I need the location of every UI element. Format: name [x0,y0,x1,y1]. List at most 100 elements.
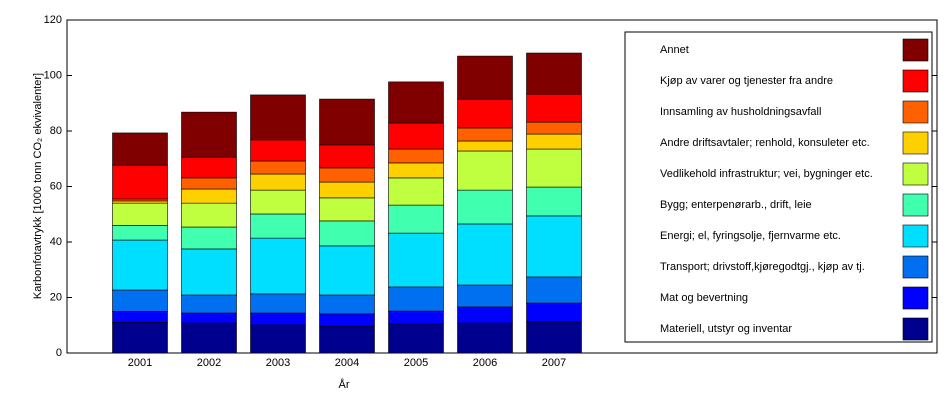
bar-segment [388,148,444,164]
bar-segment [112,164,168,200]
bar-segment [181,188,237,204]
x-tick-label: 2001 [128,357,152,369]
bar-segment [250,293,306,314]
legend-label: Transport; drivstoff,kjøregodtgj., kjøp … [660,261,865,273]
bar-segment [526,52,582,95]
bar-segment [388,81,444,124]
bar-segment [112,289,168,312]
bar-segment [319,98,375,146]
bar-segment [457,284,513,308]
bar-segment [388,204,444,234]
bar-segment [319,144,375,169]
bar-segment [319,313,375,327]
bar-segment [250,237,306,295]
legend-swatch [902,286,929,310]
legend-label: Mat og bevertning [660,292,748,304]
y-tick-label: 60 [50,180,62,192]
bar-segment [250,160,306,175]
bar-segment [181,312,237,324]
y-tick-label: 40 [50,236,62,248]
bar-segment [388,232,444,288]
bar-segment [112,202,168,226]
x-tick-label: 2004 [335,357,359,369]
bar-segment [112,311,168,323]
y-tick-label: 100 [44,69,62,81]
legend [624,31,933,343]
bar-segment [457,140,513,152]
bar-segment [250,189,306,215]
bar-segment [526,148,582,188]
bar-segment [457,189,513,225]
bar-segment [388,122,444,150]
x-tick-label: 2005 [404,357,428,369]
legend-swatch [902,69,929,93]
y-tick-label: 120 [44,14,62,26]
legend-label: Bygg; enterpenørarb., drift, leie [660,199,812,211]
bar-segment [457,223,513,286]
legend-swatch [902,162,929,186]
legend-label: Andre driftsavtaler; renhold, konsuleter… [660,137,870,149]
bar-segment [181,177,237,190]
bar-segment [457,150,513,191]
legend-label: Innsamling av husholdningsavfall [660,106,821,118]
y-tick-label: 0 [56,347,62,359]
bar-segment [526,121,582,135]
bar-segment [526,133,582,150]
x-tick-label: 2006 [473,357,497,369]
legend-swatch [902,224,929,248]
bar-segment [112,225,168,241]
bar-segment [457,306,513,324]
bar-segment [457,127,513,142]
bar-segment [388,177,444,206]
bar-segment [526,93,582,123]
legend-swatch [902,100,929,124]
y-tick-label: 20 [50,291,62,303]
bar-segment [526,186,582,217]
x-tick-label: 2007 [542,357,566,369]
bar-segment [181,322,237,354]
legend-swatch [902,131,929,155]
bar-segment [112,322,168,354]
bar-segment [319,325,375,354]
legend-swatch [902,317,929,341]
legend-label: Vedlikehold infrastruktur; vei, bygninge… [660,168,873,180]
bar-segment [457,55,513,100]
bar-segment [181,202,237,228]
y-tick-label: 80 [50,125,62,137]
bar-segment [250,213,306,239]
bar-segment [181,248,237,296]
x-tick-label: 2003 [266,357,290,369]
bar-segment [181,111,237,158]
bar-segment [319,294,375,315]
bar-segment [112,200,168,204]
legend-label: Materiell, utstyr og inventar [660,323,792,335]
bar-segment [112,239,168,291]
y-axis-label: Karbonfotavtrykk [1000 tonn CO₂ ekvivale… [32,73,44,299]
bar-segment [250,324,306,354]
bar-segment [526,215,582,278]
bar-segment [526,302,582,323]
x-tick-label: 2002 [197,357,221,369]
bar-segment [457,98,513,129]
bar-segment [319,167,375,183]
legend-label: Kjøp av varer og tjenester fra andre [660,75,833,87]
bar-segment [181,294,237,314]
bar-segment [526,276,582,304]
bar-segment [388,162,444,179]
bar-segment [250,312,306,326]
bar-segment [181,226,237,250]
bar-segment [388,286,444,312]
x-axis-label: År [339,378,350,391]
legend-label: Annet [660,44,689,56]
bar-segment [388,323,444,354]
legend-label: Energi; el, fyringsolje, fjernvarme etc. [660,230,841,242]
bar-segment [181,156,237,179]
bar-segment [319,181,375,199]
bar-segment [250,94,306,141]
bar-segment [250,173,306,191]
legend-swatch [902,193,929,217]
bar-segment [526,321,582,354]
bar-segment [250,139,306,162]
bar-segment [319,245,375,296]
